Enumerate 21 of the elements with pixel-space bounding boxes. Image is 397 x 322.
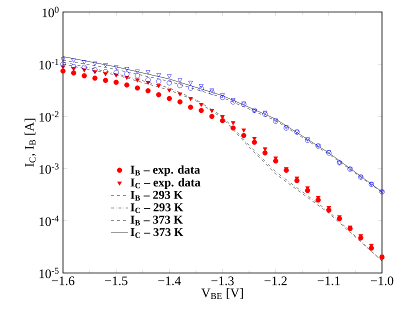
legend-label: I$_{B}$ – exp. data — [130, 165, 200, 176]
y-tick-label: 10$^{-5}$ — [40, 268, 59, 278]
y-tick-label: 10$^{-4}$ — [40, 216, 59, 226]
x-tick-label: −1.3 — [211, 276, 234, 286]
legend-label: I$_{B}$ – 373 K — [130, 216, 183, 226]
x-tick-label: −1.6 — [52, 276, 74, 286]
y-tick-label: 10$^{-3}$ — [40, 163, 59, 174]
x-tick-label: −1.2 — [264, 276, 287, 286]
legend-label: I$_{C}$ – 373 K — [130, 228, 184, 238]
x-tick-label: −1.1 — [318, 276, 340, 286]
y-tick-label: 10$^{-1}$ — [40, 58, 58, 70]
legend-label: I$_{C}$ – 293 K — [130, 203, 184, 214]
x-tick-label: −1.4 — [158, 276, 181, 286]
x-axis-title: V$_{BE}$ [V] — [201, 288, 243, 300]
y-axis-title: I$_{C}$, I$_{B}$ [A] — [24, 118, 36, 167]
x-tick-label: −1.5 — [105, 276, 128, 286]
legend-label: I$_{B}$ – 293 K — [130, 190, 183, 201]
y-tick-label: 10$^{0}$ — [42, 6, 59, 18]
legend-label: I$_{C}$ – exp. data — [130, 178, 200, 189]
y-tick-label: 10$^{-2}$ — [40, 111, 58, 122]
x-tick-label: −1.0 — [370, 276, 394, 286]
